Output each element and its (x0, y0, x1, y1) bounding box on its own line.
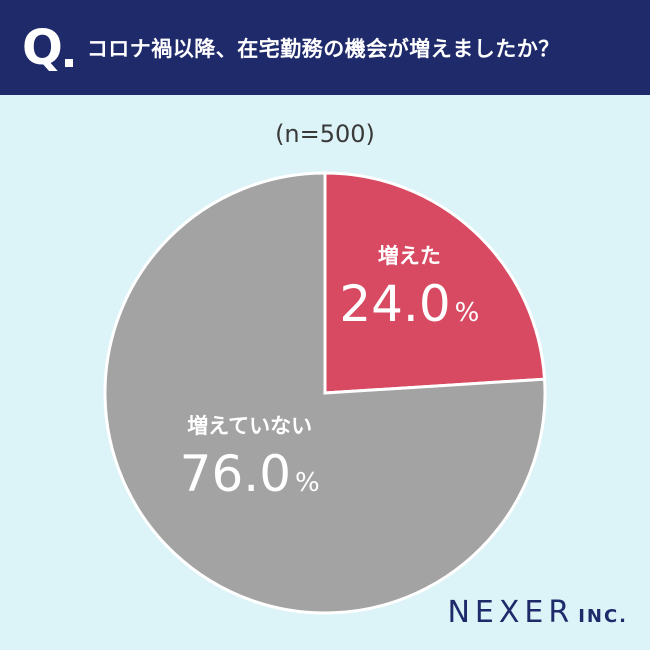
pie-slice-1 (103, 171, 547, 615)
pie-slice-0 (323, 171, 547, 395)
logo-main-text: NEXER (447, 595, 575, 630)
question-text: コロナ禍以降、在宅勤務の機会が増えましたか？ (86, 36, 560, 61)
slice-label-0: 増えた (378, 244, 441, 268)
nexer-logo: NEXER INC. (447, 595, 628, 630)
slice-value-0: 24.0% (339, 275, 479, 333)
slice-value-1: 76.0% (180, 445, 320, 503)
q-letter: Q (22, 19, 63, 76)
sample-size: (n=500) (275, 120, 375, 148)
logo-sub-text: INC. (578, 606, 628, 627)
question-header: Q コロナ禍以降、在宅勤務の機会が増えましたか？ (0, 0, 650, 95)
q-dot-icon (64, 59, 73, 67)
slice-label-1: 増えていない (187, 414, 312, 438)
